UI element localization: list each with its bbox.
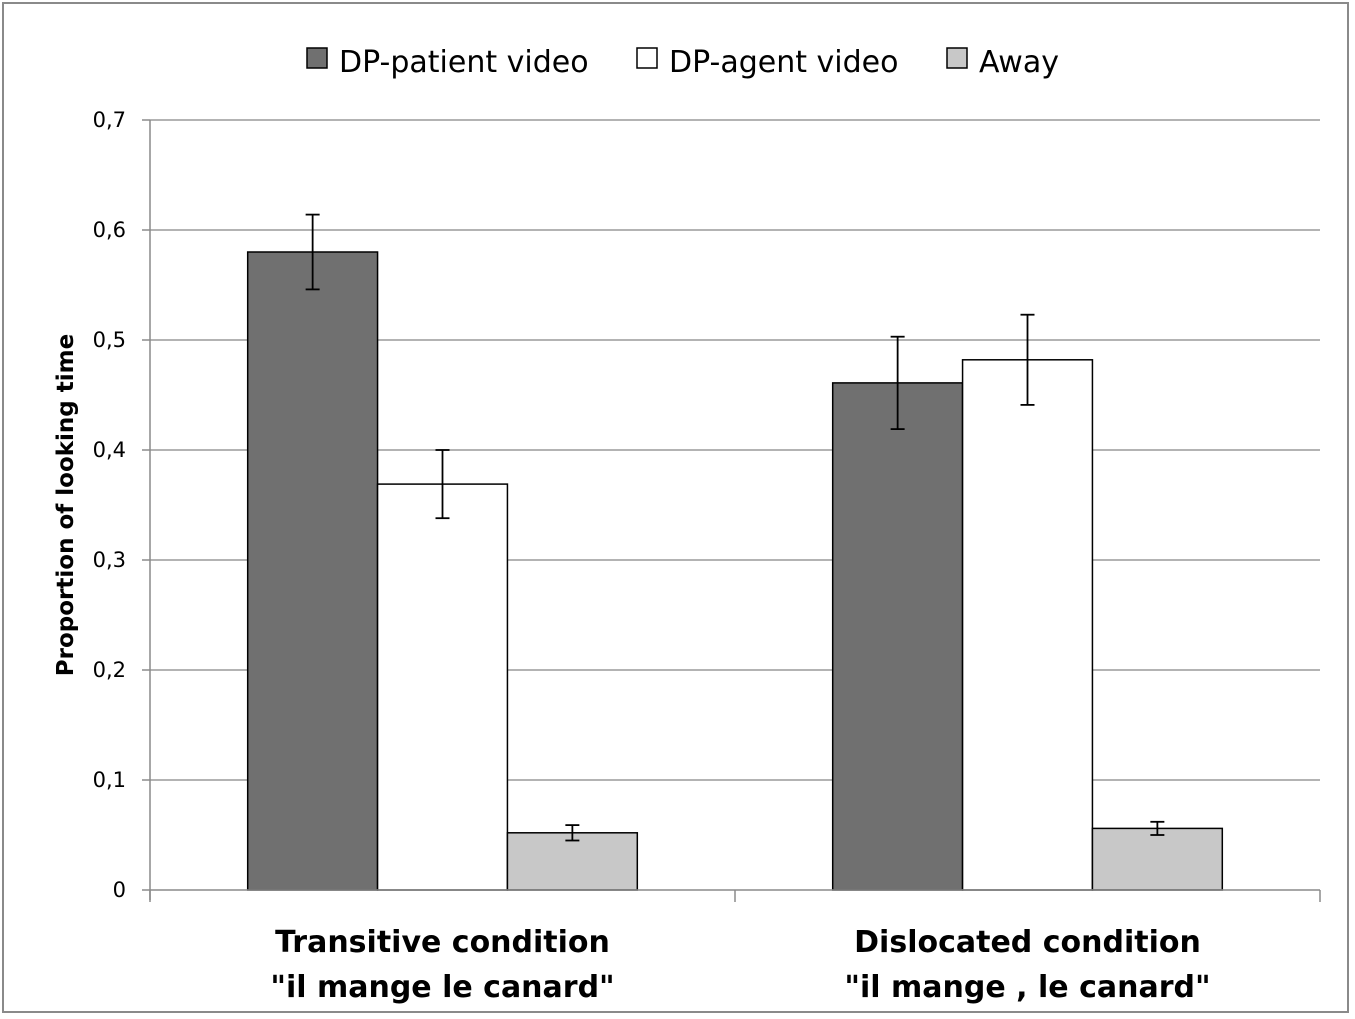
axes: [149, 120, 1321, 902]
legend-label: DP-agent video: [669, 45, 899, 80]
category-labels: Transitive condition "il mange le canard"…: [270, 925, 1210, 1005]
category-label-line1: Dislocated condition: [854, 925, 1201, 960]
y-tick-label: 0,3: [93, 548, 126, 572]
y-tick-label: 0,4: [93, 438, 126, 462]
legend-swatch: [946, 47, 968, 69]
legend-swatch: [306, 47, 328, 69]
y-tick-label: 0,5: [93, 328, 126, 352]
bar: [1091, 827, 1224, 891]
legend: DP-patient video DP-agent video Away: [306, 45, 1059, 80]
bars: [246, 251, 1224, 891]
y-axis-label: Proportion of looking time: [53, 334, 79, 676]
category-label-line1: Transitive condition: [275, 925, 610, 960]
legend-swatch: [636, 47, 658, 69]
y-tick-label: 0: [113, 878, 126, 902]
bar: [376, 483, 509, 891]
y-tick-labels: 0 0,1 0,2 0,3 0,4 0,5 0,6 0,7: [93, 108, 126, 902]
category-label-line2: "il mange le canard": [270, 970, 614, 1005]
y-tick-label: 0,2: [93, 658, 126, 682]
bar: [961, 359, 1094, 891]
category-label-line2: "il mange , le canard": [844, 970, 1210, 1005]
error-bars: [305, 213, 1165, 842]
bar: [831, 382, 964, 891]
legend-label: DP-patient video: [339, 45, 589, 80]
legend-label: Away: [979, 45, 1059, 80]
y-tick-label: 0,1: [93, 768, 126, 792]
y-tick-label: 0,7: [93, 108, 126, 132]
y-tick-label: 0,6: [93, 218, 126, 242]
bar: [246, 251, 379, 891]
